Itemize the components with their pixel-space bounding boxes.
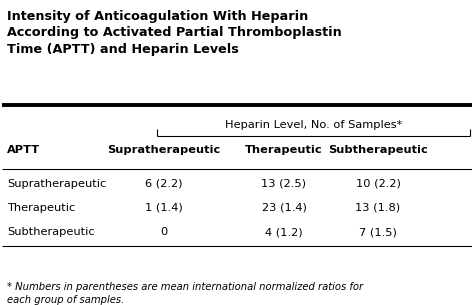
- Text: Intensity of Anticoagulation With Heparin
According to Activated Partial Thrombo: Intensity of Anticoagulation With Hepari…: [7, 10, 342, 56]
- Text: 0: 0: [161, 227, 168, 237]
- Text: 4 (1.2): 4 (1.2): [265, 227, 303, 237]
- Text: Supratherapeutic: Supratherapeutic: [108, 145, 221, 155]
- Text: * Numbers in parentheses are mean international normalized ratios for
each group: * Numbers in parentheses are mean intern…: [7, 282, 363, 305]
- Text: 6 (2.2): 6 (2.2): [146, 179, 183, 189]
- Text: Therapeutic: Therapeutic: [7, 203, 75, 213]
- Text: APTT: APTT: [7, 145, 40, 155]
- Text: 7 (1.5): 7 (1.5): [359, 227, 397, 237]
- Text: 1 (1.4): 1 (1.4): [146, 203, 183, 213]
- Text: Supratherapeutic: Supratherapeutic: [7, 179, 106, 189]
- Text: 13 (1.8): 13 (1.8): [356, 203, 401, 213]
- Text: 23 (1.4): 23 (1.4): [262, 203, 306, 213]
- Text: Subtherapeutic: Subtherapeutic: [7, 227, 94, 237]
- Text: 13 (2.5): 13 (2.5): [262, 179, 307, 189]
- Text: Heparin Level, No. of Samples*: Heparin Level, No. of Samples*: [225, 120, 402, 130]
- Text: Subtherapeutic: Subtherapeutic: [328, 145, 428, 155]
- Text: Therapeutic: Therapeutic: [245, 145, 323, 155]
- Text: 10 (2.2): 10 (2.2): [356, 179, 401, 189]
